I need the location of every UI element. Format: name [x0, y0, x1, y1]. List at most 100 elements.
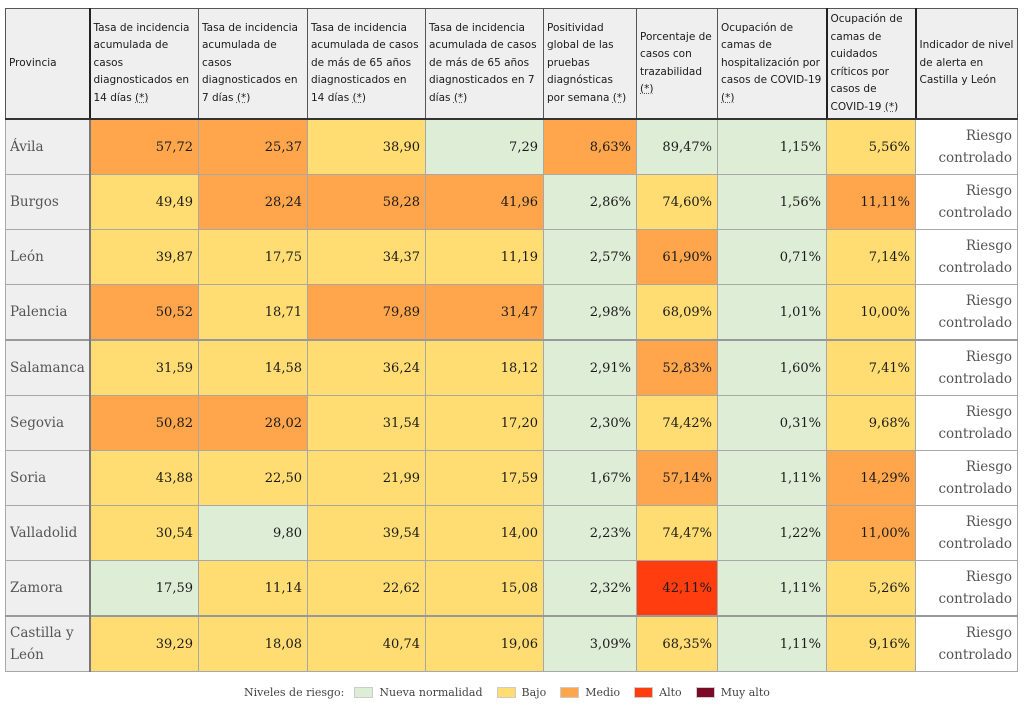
legend-label-nueva: Nueva normalidad [379, 686, 483, 699]
indicator-cell: 18,08 [198, 615, 308, 672]
indicator-cell: 11,11% [826, 174, 916, 230]
indicator-cell: 2,98% [543, 284, 637, 341]
indicator-cell: 49,49 [89, 174, 199, 230]
province-name: Salamanca [5, 339, 91, 396]
indicator-cell: 28,02 [198, 395, 308, 451]
legend-swatch-nueva [354, 687, 374, 698]
indicator-cell: 1,67% [543, 450, 637, 506]
indicator-cell: 39,54 [307, 505, 426, 561]
indicator-cell: 5,56% [826, 118, 916, 175]
indicator-cell: 9,68% [826, 395, 916, 451]
indicator-cell: 14,58 [198, 339, 308, 396]
indicator-cell: 39,87 [89, 229, 199, 285]
indicator-cell: 68,09% [636, 284, 718, 341]
legend-swatch-alto [634, 687, 654, 698]
indicator-cell: 7,29 [425, 118, 544, 175]
table-row: Castilla y León 39,29 18,08 40,74 19,06 3,09%… [5, 615, 1018, 672]
legend-swatch-muyalto [695, 687, 715, 698]
indicator-cell: 18,12 [425, 339, 544, 396]
column-header-label: Tasa de incidencia acumulada de casos di… [93, 21, 190, 104]
footnote-link[interactable]: (*) [236, 91, 251, 104]
province-name: Palencia [5, 284, 91, 341]
header-row: Provincia Tasa de incidencia acumulada de… [5, 8, 1018, 120]
indicator-cell: 61,90% [636, 229, 718, 285]
province-name: Ávila [5, 118, 91, 175]
legend-label-bajo: Bajo [521, 686, 547, 699]
column-header: Ocupación de camas de cuidados críticos … [825, 8, 916, 120]
indicator-cell: 1,56% [717, 174, 827, 230]
indicator-cell: 17,20 [425, 395, 544, 451]
indicator-cell: 31,47 [425, 284, 544, 341]
indicator-cell: 1,11% [717, 615, 827, 672]
legend-label-alto: Alto [659, 686, 682, 699]
column-header-label: Ocupación de camas de hospitalización po… [721, 21, 822, 87]
indicator-cell: 0,71% [717, 229, 827, 285]
column-header-label: Provincia [9, 56, 57, 69]
indicator-cell: 50,82 [89, 395, 199, 451]
alert-level: Riesgo controlado [915, 284, 1018, 341]
alert-level: Riesgo controlado [915, 118, 1018, 175]
column-header: Provincia [5, 8, 90, 120]
indicator-cell: 1,60% [717, 339, 827, 396]
risk-indicators-table: Provincia Tasa de incidencia acumulada de… [5, 8, 1018, 672]
indicator-cell: 25,37 [198, 118, 308, 175]
footnote-link[interactable]: (*) [135, 91, 149, 104]
indicator-cell: 2,91% [543, 339, 637, 396]
indicator-cell: 58,28 [307, 174, 426, 230]
indicator-cell: 43,88 [89, 450, 199, 506]
footnote-link[interactable]: (*) [721, 91, 735, 104]
footnote-link[interactable]: (*) [612, 91, 627, 104]
indicator-cell: 18,71 [198, 284, 308, 341]
alert-level: Riesgo controlado [915, 505, 1018, 561]
legend-swatch-medio [560, 687, 580, 698]
indicator-cell: 79,89 [307, 284, 426, 341]
indicator-cell: 2,30% [543, 395, 637, 451]
indicator-cell: 31,59 [89, 339, 199, 396]
column-header-label: Positividad global de las pruebas diagnó… [547, 21, 614, 104]
column-header-label: Tasa de incidencia acumulada de casos de… [311, 21, 419, 104]
province-name: Segovia [5, 395, 91, 451]
indicator-cell: 1,01% [717, 284, 827, 341]
indicator-cell: 38,90 [307, 118, 426, 175]
indicator-cell: 7,41% [826, 339, 916, 396]
column-header-label: Indicador de nivel de alerta en Castilla… [919, 39, 1014, 87]
footnote-link[interactable]: (*) [640, 83, 654, 95]
indicator-cell: 21,99 [307, 450, 426, 506]
indicator-cell: 17,75 [198, 229, 308, 285]
indicator-cell: 11,19 [425, 229, 544, 285]
column-header: Porcentaje de casos con trazabilidad (*) [636, 8, 718, 120]
indicator-cell: 74,60% [636, 174, 718, 230]
table-row: Burgos 49,49 28,24 58,28 41,96 2,86% 74,60% 1,5… [5, 174, 1018, 230]
table-row: Segovia 50,82 28,02 31,54 17,20 2,30% 74,42% 0,… [5, 395, 1018, 451]
alert-level: Riesgo controlado [915, 174, 1018, 230]
table-row: Zamora 17,59 11,14 22,62 15,08 2,32% 42,11% 1,1… [5, 560, 1018, 617]
indicator-cell: 41,96 [425, 174, 544, 230]
footnote-link[interactable]: (*) [453, 91, 468, 104]
indicator-cell: 1,22% [717, 505, 827, 561]
indicator-cell: 1,11% [717, 450, 827, 506]
footnote-link[interactable]: (*) [884, 100, 899, 113]
province-name: Castilla y León [5, 615, 91, 672]
legend-title: Niveles de riesgo: [244, 686, 345, 699]
indicator-cell: 57,72 [89, 118, 199, 175]
indicator-cell: 2,32% [543, 560, 637, 617]
column-header-label: Porcentaje de casos con trazabilidad [640, 30, 712, 78]
province-name: León [5, 229, 91, 285]
indicator-cell: 2,57% [543, 229, 637, 285]
legend-label-medio: Medio [585, 686, 621, 699]
column-header-label: Tasa de incidencia acumulada de casos de… [429, 21, 537, 104]
indicator-cell: 0,31% [717, 395, 827, 451]
alert-level: Riesgo controlado [915, 229, 1018, 285]
indicator-cell: 22,62 [307, 560, 426, 617]
province-name: Valladolid [5, 505, 91, 561]
table-row: Valladolid 30,54 9,80 39,54 14,00 2,23% 74,47%… [5, 505, 1018, 561]
risk-legend: Niveles de riesgo: Nueva normalidad Bajo M… [244, 686, 770, 699]
indicator-cell: 9,80 [198, 505, 308, 561]
indicator-cell: 14,00 [425, 505, 544, 561]
province-name: Zamora [5, 560, 91, 617]
indicator-cell: 52,83% [636, 339, 718, 396]
column-header-label: Ocupación de camas de cuidados críticos … [830, 13, 903, 113]
indicator-cell: 74,42% [636, 395, 718, 451]
column-header-label: Tasa de incidencia acumulada de casos di… [202, 21, 298, 104]
footnote-link[interactable]: (*) [352, 91, 366, 104]
